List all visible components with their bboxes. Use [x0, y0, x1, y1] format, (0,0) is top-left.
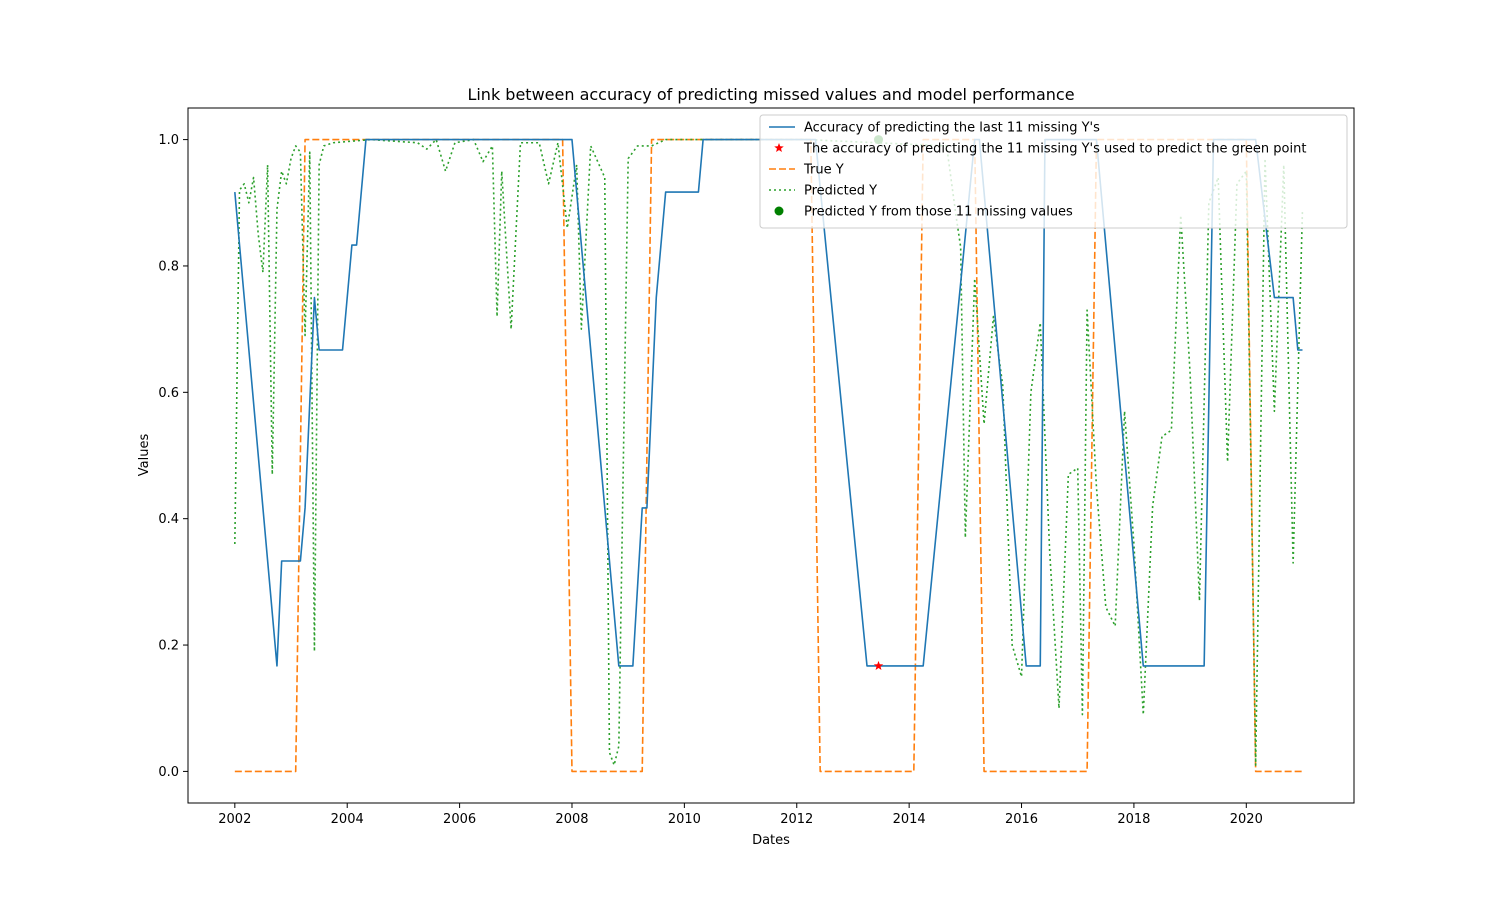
series-line — [234, 138, 1304, 766]
legend-label: The accuracy of predicting the 11 missin… — [803, 142, 1306, 157]
legend-label: Accuracy of predicting the last 11 missi… — [804, 121, 1100, 136]
x-axis-label: Dates — [752, 833, 790, 848]
star-marker — [873, 660, 884, 670]
legend-circle-swatch — [774, 206, 784, 216]
x-tick-label: 2018 — [1117, 812, 1150, 827]
y-tick-label: 0.2 — [158, 639, 179, 654]
y-tick-label: 0.8 — [158, 259, 179, 274]
x-tick-label: 2012 — [780, 812, 813, 827]
series-layer — [234, 135, 1304, 773]
x-tick-label: 2004 — [331, 812, 364, 827]
legend-label: Predicted Y from those 11 missing values — [804, 205, 1073, 220]
series-line — [234, 138, 1303, 667]
chart-title: Link between accuracy of predicting miss… — [467, 85, 1074, 104]
x-tick-label: 2002 — [218, 812, 251, 827]
legend: Accuracy of predicting the last 11 missi… — [759, 114, 1348, 229]
x-axis: 2002 2004 2006 2008 2010 2012 2014 2016 2018 2020 — [218, 803, 1263, 827]
y-axis: 0.0 0.2 0.4 0.6 0.8 1.0 — [158, 133, 188, 780]
y-tick-label: 0.0 — [158, 765, 179, 780]
legend-label: Predicted Y — [804, 184, 877, 199]
legend-label: True Y — [803, 163, 844, 178]
x-tick-label: 2014 — [893, 812, 926, 827]
y-tick-label: 0.4 — [158, 512, 179, 527]
x-tick-label: 2006 — [443, 812, 476, 827]
x-tick-label: 2016 — [1005, 812, 1038, 827]
x-tick-label: 2008 — [555, 812, 588, 827]
legend-star-swatch — [774, 143, 784, 153]
series-line — [234, 138, 1303, 773]
y-axis-label: Values — [137, 434, 152, 477]
legend-box — [759, 114, 1348, 229]
y-tick-label: 0.6 — [158, 386, 179, 401]
plot-frame — [187, 107, 1355, 804]
y-tick-label: 1.0 — [158, 133, 179, 148]
x-tick-label: 2020 — [1230, 812, 1263, 827]
x-tick-label: 2010 — [668, 812, 701, 827]
